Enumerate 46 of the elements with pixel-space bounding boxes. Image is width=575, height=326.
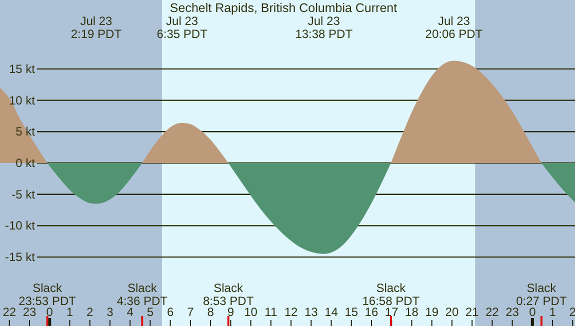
x-tick-label: 1 [549,305,556,319]
annotation: Slack 23:53 PDT [18,281,77,308]
y-tick-label: -15 kt [4,250,36,264]
x-tick-label: 9 [227,305,234,319]
x-tick-label: 23 [22,305,36,319]
x-tick-label: 11 [264,305,278,319]
x-tick-label: 1 [66,305,74,319]
x-tick-label: 22 [2,305,16,319]
x-tick-label: 19 [425,305,439,319]
x-tick-label: 3 [106,305,114,319]
annotation: Jul 23 2:19 PDT [70,14,122,41]
annotation: Slack 16:58 PDT [362,281,420,308]
annotation: Slack 8:53 PDT [202,281,254,308]
x-tick-label: 6 [166,305,174,319]
annotation: Jul 23 20:06 PDT [425,14,484,41]
x-tick-label: 20 [445,305,459,319]
x-tick-label: 2 [86,305,94,319]
x-tick-label: 12 [284,305,298,319]
y-tick-label: 0 kt [16,156,36,170]
x-tick-label: 22 [486,305,500,319]
x-tick-label: 13 [304,305,318,319]
annotation: Slack 0:27 PDT [516,281,568,308]
x-tick-label: 10 [244,305,258,319]
x-tick-label: 0 [529,305,536,319]
y-tick-label: 10 kt [8,93,36,108]
x-tick-label: 17 [384,305,399,319]
y-tick-label: 5 kt [16,124,36,139]
y-tick-label: -10 kt [4,218,36,233]
x-tick-label: 14 [324,305,338,319]
y-tick-label: -5 kt [12,187,36,202]
annotation: Jul 23 13:38 PDT [295,14,354,41]
annotation: Slack 4:36 PDT [116,281,168,308]
x-tick-label: 7 [187,305,194,319]
chart-title: Sechelt Rapids, British Columbia Current [170,1,398,15]
x-tick-label: 8 [207,305,214,319]
x-tick-label: 23 [506,305,520,319]
x-tick-label: 21 [465,305,480,319]
x-tick-label: 2 [569,305,575,319]
x-tick-label: 16 [364,305,378,319]
x-tick-label: 4 [126,305,134,319]
x-tick-label: 18 [405,305,419,319]
x-tick-label: 15 [344,305,358,319]
x-tick-label: 0 [46,305,54,319]
annotation: Jul 23 6:35 PDT [156,14,208,41]
x-tick-label: 5 [146,305,154,319]
y-tick-label: 15 kt [8,62,36,76]
